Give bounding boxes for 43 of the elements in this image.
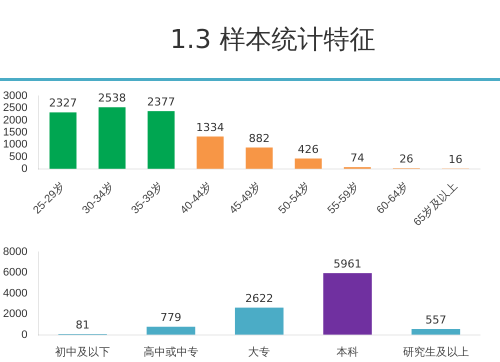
x-tick-label: 大专 (248, 345, 270, 358)
chart-title: 1.3 样本统计特征 (170, 24, 376, 57)
data-label: 2622 (245, 292, 274, 306)
data-label: 81 (76, 318, 90, 332)
y-tick-label: 1000 (2, 138, 28, 151)
y-tick-label: 6000 (2, 266, 28, 279)
x-tick-label: 初中及以下 (55, 345, 110, 358)
data-label: 426 (298, 142, 319, 156)
y-tick-label: 500 (9, 150, 28, 163)
y-tick-label: 2000 (2, 308, 28, 320)
data-label: 2538 (98, 92, 126, 105)
data-label: 26 (399, 152, 414, 166)
bar (294, 158, 322, 169)
bar (323, 273, 372, 335)
data-label: 2327 (49, 96, 77, 110)
x-tick-label: 65岁及以上 (410, 180, 460, 229)
x-tick-label: 研究生及以上 (402, 345, 469, 358)
data-label: 74 (350, 151, 364, 164)
y-tick-label: 4000 (2, 287, 28, 300)
y-tick-label: 2500 (2, 102, 28, 114)
data-label: 882 (248, 132, 270, 145)
bar (246, 147, 273, 169)
y-tick-label: 2000 (2, 114, 28, 126)
y-tick-label: 0 (21, 162, 28, 175)
data-label: 5961 (334, 257, 362, 270)
bar (196, 136, 224, 169)
bar (50, 112, 76, 169)
data-label: 779 (160, 311, 182, 324)
data-label: 2377 (147, 96, 176, 108)
y-tick-label: 1500 (2, 126, 28, 138)
y-tick-label: 0 (21, 328, 28, 341)
bar (234, 308, 284, 335)
data-label: 1334 (196, 120, 224, 134)
y-tick-label: 8000 (2, 246, 28, 258)
x-tick-label: 高中或中专 (143, 345, 198, 358)
x-tick-label: 本科 (336, 345, 359, 358)
bar (146, 326, 196, 335)
bar (412, 329, 460, 335)
data-label: 557 (425, 313, 446, 326)
bar (148, 111, 175, 169)
data-label: 16 (448, 152, 462, 166)
y-tick-label: 3000 (2, 90, 28, 102)
bar (98, 107, 126, 169)
